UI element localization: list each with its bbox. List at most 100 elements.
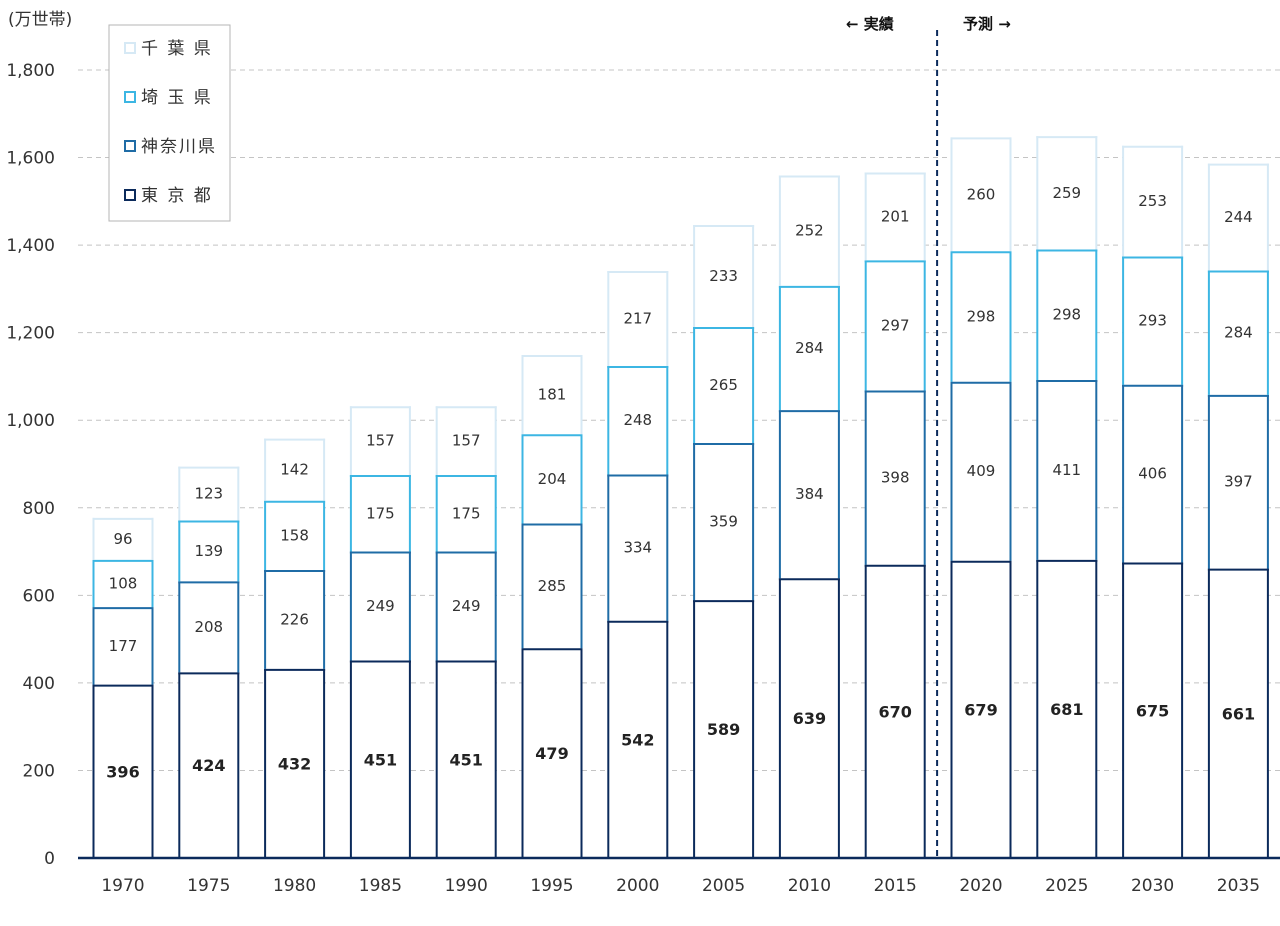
bar-segment-fill <box>951 561 1011 857</box>
data-label: 157 <box>452 432 481 450</box>
data-label: 661 <box>1222 704 1255 723</box>
bar-segment-fill <box>1037 137 1097 249</box>
x-tick-label: 2025 <box>1045 876 1088 896</box>
data-label: 157 <box>366 432 395 450</box>
bar-segment-fill <box>1208 271 1268 394</box>
data-label: 204 <box>538 470 567 488</box>
grid-lines <box>78 69 1280 771</box>
data-label: 175 <box>452 504 481 522</box>
legend-swatch <box>124 42 136 54</box>
x-tick-label: 1995 <box>530 876 573 896</box>
bar-segment-fill <box>608 621 668 857</box>
bar-segment-fill <box>179 467 239 520</box>
data-label: 409 <box>967 462 996 480</box>
x-tick-label: 2030 <box>1131 876 1174 896</box>
bar-segment-fill <box>951 252 1011 381</box>
bar-segment-fill <box>865 261 925 390</box>
bar-group-1990: 451 249 175 157 <box>435 406 497 858</box>
data-label: 479 <box>535 744 568 763</box>
x-tick-label: 1985 <box>359 876 402 896</box>
bar-segment-fill <box>350 475 410 551</box>
data-label: 142 <box>280 461 309 479</box>
data-label: 158 <box>280 526 309 544</box>
bar-segment-fill <box>779 411 839 578</box>
y-tick-label: 200 <box>23 761 55 781</box>
data-label: 432 <box>278 754 311 773</box>
data-label: 248 <box>623 411 652 429</box>
x-tick-label: 2015 <box>874 876 917 896</box>
legend-swatch <box>124 140 136 152</box>
bar-segment-fill <box>179 521 239 581</box>
data-label: 284 <box>1224 324 1253 342</box>
bar-group-2010: 639 384 284 252 <box>778 175 840 858</box>
data-label: 265 <box>709 376 738 394</box>
x-tick-label: 1975 <box>187 876 230 896</box>
bar-segment-fill <box>350 661 410 857</box>
data-label: 451 <box>364 750 397 769</box>
data-label: 298 <box>1052 306 1081 324</box>
data-label: 396 <box>106 762 139 781</box>
data-label: 249 <box>452 597 481 615</box>
bar-segment-fill <box>694 443 754 600</box>
data-label: 285 <box>538 577 567 595</box>
bar-segment-fill <box>779 579 839 857</box>
y-tick-label: 1,800 <box>6 61 55 81</box>
bar-segment-fill <box>1123 257 1183 384</box>
data-label: 424 <box>192 756 225 775</box>
data-label: 108 <box>109 575 138 593</box>
data-label: 681 <box>1050 700 1083 719</box>
data-label: 233 <box>709 267 738 285</box>
bar-segment-fill <box>436 661 496 857</box>
data-label: 542 <box>621 730 654 749</box>
data-label: 208 <box>194 618 223 636</box>
y-tick-label: 600 <box>23 586 55 606</box>
x-tick-label: 1990 <box>445 876 488 896</box>
bar-group-1970: 396 177 108 96 <box>92 517 154 858</box>
bar-segment-fill <box>436 552 496 660</box>
data-label: 397 <box>1224 473 1253 491</box>
data-label: 679 <box>964 700 997 719</box>
bar-segment-fill <box>1037 250 1097 379</box>
bar-group-2000: 542 334 248 217 <box>607 270 669 858</box>
bar-group-1980: 432 226 158 142 <box>264 438 326 858</box>
data-label: 639 <box>793 709 826 728</box>
bar-segment-fill <box>1123 563 1183 857</box>
y-axis-unit-label: (万世帯) <box>8 10 72 30</box>
bar-segment-fill <box>350 407 410 474</box>
bar-segment-fill <box>1123 146 1183 256</box>
bars: 396 177 108 96 424 208 139 123 432 226 158 142 451 24… <box>92 136 1269 858</box>
data-label: 334 <box>623 539 652 557</box>
legend-box <box>108 24 231 222</box>
bar-segment-fill <box>694 327 754 442</box>
data-label: 589 <box>707 720 740 739</box>
data-label: 293 <box>1138 312 1167 330</box>
legend-entry: 神奈川県 <box>141 137 217 157</box>
data-label: 175 <box>366 504 395 522</box>
bar-group-2005: 589 359 265 233 <box>693 224 755 858</box>
annotations: ← 実績 予測 → <box>846 15 1011 33</box>
bar-segment-fill <box>1123 385 1183 562</box>
bar-segment-fill <box>265 501 325 569</box>
bar-segment-fill <box>265 439 325 500</box>
y-tick-label: 0 <box>44 849 55 869</box>
data-label: 226 <box>280 610 309 628</box>
bar-segment-fill <box>865 391 925 564</box>
bar-segment-fill <box>1208 395 1268 568</box>
bar-segment-fill <box>779 286 839 410</box>
bar-segment-fill <box>436 407 496 474</box>
bar-segment-fill <box>93 685 153 857</box>
y-tick-label: 1,600 <box>6 149 55 169</box>
bar-segment-fill <box>865 173 925 260</box>
data-label: 244 <box>1224 208 1253 226</box>
bar-segment-fill <box>608 475 668 620</box>
data-label: 359 <box>709 513 738 531</box>
x-tick-label: 2010 <box>788 876 831 896</box>
x-tick-label: 2005 <box>702 876 745 896</box>
forecast-annotation: 予測 → <box>963 15 1011 33</box>
bar-segment-fill <box>265 570 325 668</box>
bar-segment-fill <box>951 138 1011 251</box>
data-label: 252 <box>795 222 824 240</box>
bar-segment-fill <box>93 560 153 607</box>
bar-group-2025: 681 411 298 259 <box>1036 136 1098 858</box>
